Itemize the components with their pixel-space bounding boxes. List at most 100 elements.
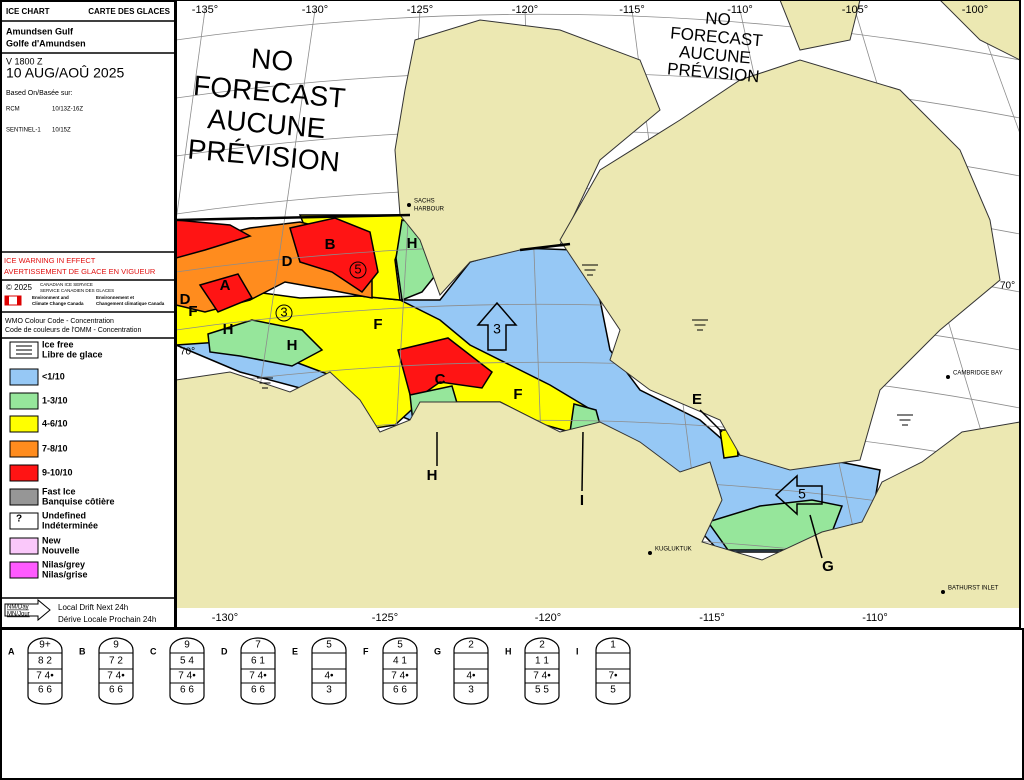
forecast-limit bbox=[519, 242, 571, 252]
land bbox=[559, 59, 1001, 471]
department: Changement climatique Canada bbox=[96, 301, 165, 306]
egg-label: B bbox=[79, 646, 86, 656]
place-dot bbox=[407, 203, 411, 207]
egg bbox=[98, 637, 134, 705]
place-dot bbox=[946, 375, 950, 379]
drift-legend-label: Dérive Locale Prochain 24h bbox=[58, 615, 156, 624]
egg-code-value: 1 bbox=[610, 640, 616, 651]
egg bbox=[524, 637, 560, 705]
egg-code-value: 7 4• bbox=[391, 671, 409, 682]
map-layers bbox=[176, 0, 1020, 628]
egg-code-value: 7 4• bbox=[178, 671, 196, 682]
region-name: Golfe d'Amundsen bbox=[6, 38, 86, 48]
egg-code-value: 5 4 bbox=[180, 656, 194, 667]
legend-label: 9-10/10 bbox=[42, 467, 73, 477]
colour-code: Code de couleurs de l'OMM - Concentratio… bbox=[5, 327, 141, 334]
legend-label: Nouvelle bbox=[42, 545, 80, 555]
graticule bbox=[176, 9, 206, 224]
region-label: H bbox=[427, 467, 438, 484]
egg-label: G bbox=[434, 646, 441, 656]
ice-area bbox=[176, 219, 252, 259]
label-leader bbox=[581, 431, 584, 492]
longitude-label: -110° bbox=[727, 4, 753, 16]
legend-label: Libre de glace bbox=[42, 349, 103, 359]
egg-code-value: 4• bbox=[466, 671, 476, 682]
land bbox=[939, 0, 1020, 61]
region-label: B bbox=[325, 236, 336, 253]
based-on: Based On/Basée sur: bbox=[6, 90, 73, 97]
legend-label: <1/10 bbox=[42, 371, 65, 381]
no-forecast-text: NO bbox=[705, 8, 732, 29]
ice-area bbox=[289, 217, 379, 294]
region-label: D bbox=[180, 291, 191, 308]
egg-code-value: 3 bbox=[326, 685, 332, 696]
place-name: BATHURST INLET bbox=[948, 586, 999, 592]
drift-legend-label: Local Drift Next 24h bbox=[58, 603, 128, 612]
egg-code-value: 7 4• bbox=[533, 671, 551, 682]
region-label: H bbox=[223, 321, 234, 338]
longitude-label: -125° bbox=[372, 612, 398, 624]
egg-code-value: 6 6 bbox=[393, 685, 407, 696]
longitude-label: -135° bbox=[192, 4, 218, 16]
legend-swatch bbox=[9, 464, 39, 482]
egg bbox=[453, 637, 489, 705]
legend-label: 4-6/10 bbox=[42, 418, 68, 428]
egg-code-value: 6 6 bbox=[251, 685, 265, 696]
egg-code-value: 7• bbox=[608, 671, 618, 682]
land bbox=[779, 0, 861, 51]
drift-arrow bbox=[774, 474, 823, 516]
legend-label: Nilas/grise bbox=[42, 569, 88, 579]
legend-swatch bbox=[9, 368, 39, 386]
region-name: Amundsen Gulf bbox=[6, 26, 74, 36]
egg-code-value: 5 5 bbox=[535, 685, 549, 696]
egg-code-value: 6 6 bbox=[109, 685, 123, 696]
egg-code-value: 7 4• bbox=[36, 671, 54, 682]
department: Climate Change Canada bbox=[32, 301, 84, 306]
egg bbox=[169, 637, 205, 705]
ice-area bbox=[198, 273, 254, 313]
area-number: 5 bbox=[354, 261, 361, 276]
latitude-label: 70° bbox=[180, 347, 195, 358]
graticule bbox=[974, 9, 1020, 135]
legend-label: New bbox=[42, 535, 62, 545]
graticule bbox=[176, 361, 1020, 409]
longitude-label: -115° bbox=[699, 612, 725, 624]
legend-label: Nilas/grey bbox=[42, 559, 85, 569]
legend-label: Fast Ice bbox=[42, 486, 76, 496]
legend-label: 1-3/10 bbox=[42, 395, 68, 405]
place-dot bbox=[941, 590, 945, 594]
egg-label: H bbox=[505, 646, 512, 656]
longitude-label: -130° bbox=[212, 612, 238, 624]
chart-title: ICE CHART bbox=[6, 7, 50, 16]
area-number-ring bbox=[275, 304, 293, 322]
copyright: © 2025 bbox=[6, 283, 32, 292]
egg-code-value: 5 bbox=[610, 685, 616, 696]
latitude-label: 70° bbox=[1000, 281, 1015, 292]
legend-swatch bbox=[9, 415, 39, 433]
egg-code-value: 6 6 bbox=[38, 685, 52, 696]
egg-label: C bbox=[150, 646, 157, 656]
land bbox=[176, 371, 1020, 628]
egg-code-value: 4 1 bbox=[393, 656, 407, 667]
egg bbox=[27, 637, 63, 705]
egg-code-value: 6 6 bbox=[180, 685, 194, 696]
map bbox=[176, 0, 1020, 628]
longitude-label: -125° bbox=[407, 4, 433, 16]
place-name: HARBOUR bbox=[414, 207, 445, 213]
drift-speed: 5 bbox=[798, 486, 806, 502]
region-label: F bbox=[513, 386, 522, 403]
service-name: SERVICE CANADIEN DES GLACES bbox=[40, 288, 114, 293]
egg-code-value: 7 bbox=[255, 640, 261, 651]
legend-label: Ice free bbox=[42, 339, 74, 349]
service-name: CANADIAN ICE SERVICE bbox=[40, 282, 93, 287]
legend-swatch bbox=[9, 512, 39, 530]
region-label: F bbox=[373, 316, 382, 333]
place-dot bbox=[648, 551, 652, 555]
valid-time: V 1800 Z bbox=[6, 56, 43, 66]
egg-code-value: 8 2 bbox=[38, 656, 52, 667]
egg-code-value: 1 1 bbox=[535, 656, 549, 667]
area-number-ring bbox=[349, 261, 367, 279]
label-leader bbox=[699, 409, 723, 433]
source: 10/13Z-16Z bbox=[52, 107, 83, 113]
